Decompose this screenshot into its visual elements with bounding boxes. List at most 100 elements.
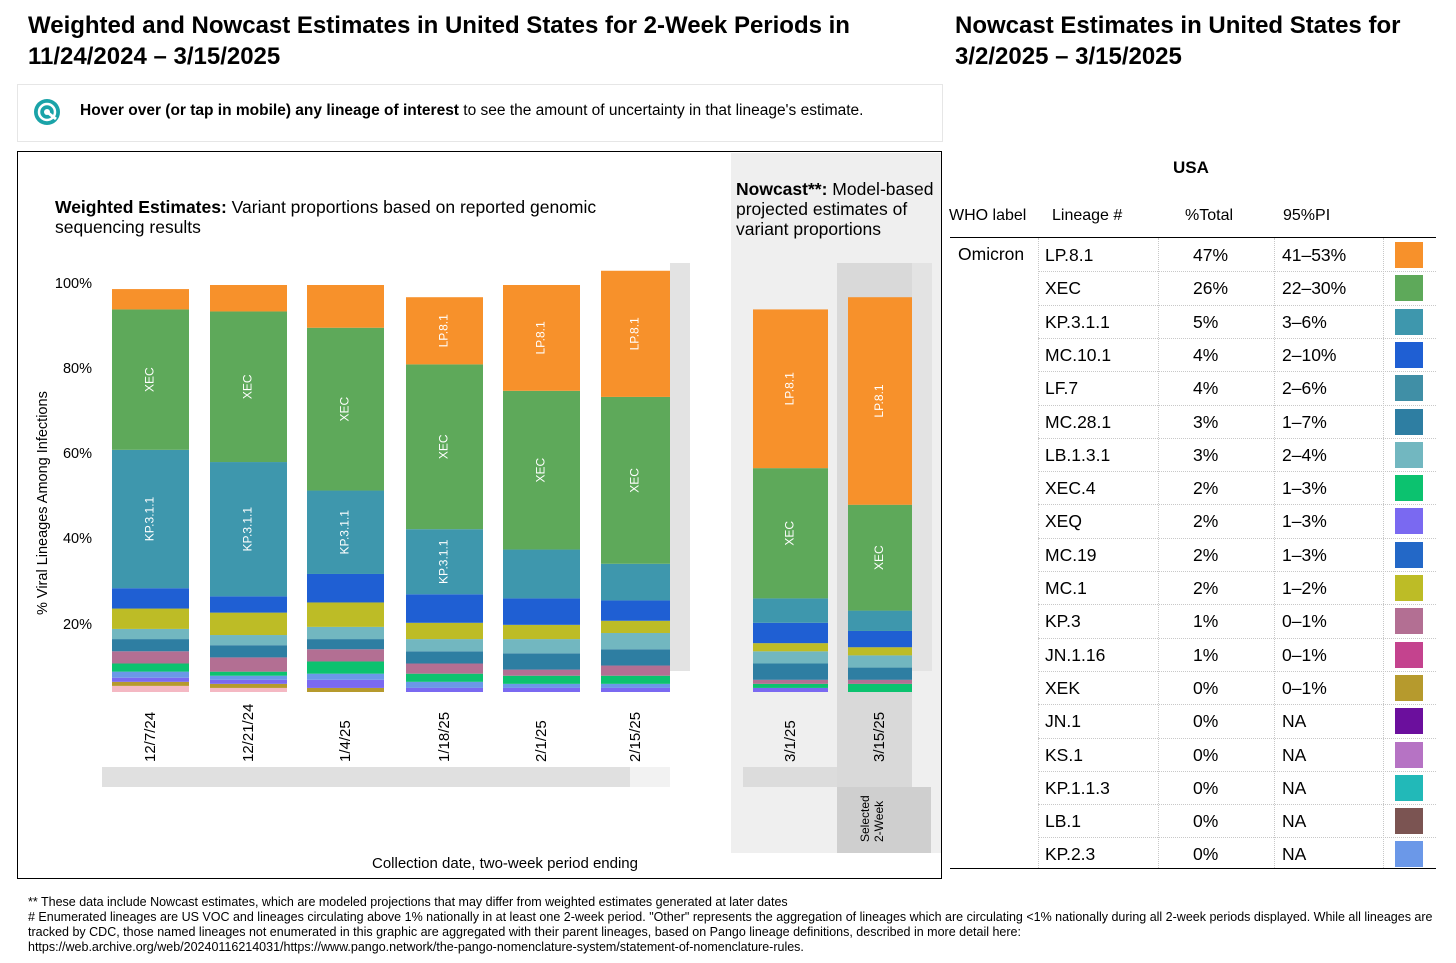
bar-segment-xec-4[interactable]	[406, 673, 483, 682]
bar-segment-xeq[interactable]	[406, 687, 483, 692]
bar-segment-kp-2-3[interactable]	[112, 671, 189, 678]
lineage-color-swatch[interactable]	[1395, 275, 1423, 302]
nowcast-scroll-track[interactable]	[912, 263, 932, 671]
bar-segment-lb-1-3-1[interactable]	[210, 635, 287, 646]
lineage-color-swatch[interactable]	[1395, 708, 1423, 735]
bar-segment-mc-28-1[interactable]	[753, 663, 828, 680]
bar-segment-lb-1-3-1[interactable]	[307, 626, 384, 640]
lineage-color-swatch[interactable]	[1395, 774, 1423, 801]
bar-segment-xeq[interactable]	[503, 687, 580, 692]
bar-segment-lp-8-1[interactable]	[503, 285, 580, 391]
bar-segment-mc-10-1[interactable]	[112, 588, 189, 609]
weighted-scroll-track[interactable]	[670, 263, 690, 671]
lineage-color-swatch[interactable]	[1395, 242, 1423, 268]
bar-segment-mc-10-1[interactable]	[210, 596, 287, 613]
bar-segment-kp-3-1-1[interactable]	[601, 563, 670, 601]
bar-segment-kp-3-1-1[interactable]	[503, 549, 580, 599]
bar-segment-mc-1[interactable]	[406, 622, 483, 640]
bar-segment-lp-8-1[interactable]	[601, 270, 670, 397]
bar-segment-lp-8-1[interactable]	[307, 285, 384, 328]
bar-segment-xek[interactable]	[210, 683, 287, 688]
bar-segment-xeq[interactable]	[307, 679, 384, 688]
lineage-color-swatch[interactable]	[1395, 674, 1423, 701]
lineage-color-swatch[interactable]	[1395, 441, 1423, 468]
lineage-color-swatch[interactable]	[1395, 741, 1423, 768]
bar-segment-xec[interactable]	[307, 327, 384, 491]
bar-segment-lp-8-1[interactable]	[112, 289, 189, 310]
lineage-color-swatch[interactable]	[1395, 308, 1423, 335]
bar-segment-mc-28-1[interactable]	[112, 639, 189, 652]
bar-segment-xec-4[interactable]	[848, 683, 912, 692]
lineage-color-swatch[interactable]	[1395, 541, 1423, 568]
bar-segment-kp-3-1-1[interactable]	[210, 462, 287, 597]
lineage-color-swatch[interactable]	[1395, 641, 1423, 668]
bar-segment-kp-3-1-1[interactable]	[307, 490, 384, 574]
bar-segment-xec-4[interactable]	[503, 675, 580, 684]
bar-segment-mc-28-1[interactable]	[503, 653, 580, 670]
bar-segment-mc-1[interactable]	[307, 602, 384, 627]
bar-segment-lb-1-3-1[interactable]	[601, 632, 670, 650]
bar-segment-kp-3[interactable]	[112, 651, 189, 664]
bar-segment-mc-28-1[interactable]	[848, 667, 912, 680]
bar-segment-xec[interactable]	[753, 468, 828, 599]
bar-segment-lp-8-1[interactable]	[848, 297, 912, 505]
bar-segment-xeq[interactable]	[753, 687, 828, 692]
bar-segment-xec-4[interactable]	[307, 661, 384, 674]
bar-segment-kp-3-1-1[interactable]	[753, 598, 828, 623]
lineage-color-swatch[interactable]	[1395, 408, 1423, 435]
bar-segment-xec-4[interactable]	[753, 683, 828, 688]
bar-segment-mc-10-1[interactable]	[601, 600, 670, 621]
bar-segment-lb-1-3-1[interactable]	[406, 639, 483, 652]
bar-segment-xeq[interactable]	[601, 687, 670, 692]
bar-segment-lp-8-1[interactable]	[406, 297, 483, 365]
bar-segment-mc-10-1[interactable]	[406, 594, 483, 623]
bar-segment-kp-3[interactable]	[503, 669, 580, 676]
lineage-color-swatch[interactable]	[1395, 375, 1423, 402]
bar-segment-kp-3-1-1[interactable]	[112, 449, 189, 589]
bar-segment-kp-3[interactable]	[753, 679, 828, 684]
bar-segment-xek[interactable]	[112, 681, 189, 686]
bar-segment-mc-1[interactable]	[601, 620, 670, 633]
bar-segment-kp-3[interactable]	[848, 679, 912, 684]
bar-segment-kp-2-3[interactable]	[406, 681, 483, 688]
bar-segment-lp-8-1[interactable]	[210, 285, 287, 312]
bar-segment-xec[interactable]	[210, 311, 287, 463]
bar-segment-lb-1-3-1[interactable]	[112, 628, 189, 640]
bar-segment-xeq[interactable]	[210, 679, 287, 684]
bar-segment-xec-4[interactable]	[210, 671, 287, 676]
bar-segment-kp-3-1-1[interactable]	[406, 529, 483, 595]
bar-segment-mc-1[interactable]	[210, 612, 287, 636]
bar-segment-xek[interactable]	[307, 687, 384, 692]
bar-segment-kp-3[interactable]	[210, 657, 287, 672]
bar-segment-xec[interactable]	[601, 396, 670, 564]
bar-segment-mc-10-1[interactable]	[753, 622, 828, 644]
lineage-color-swatch[interactable]	[1395, 475, 1423, 502]
bar-segment-lb-1-3-1[interactable]	[753, 651, 828, 664]
lineage-color-swatch[interactable]	[1395, 575, 1423, 601]
bar-segment-kp-2-3[interactable]	[307, 673, 384, 680]
lineage-color-swatch[interactable]	[1395, 841, 1423, 868]
bar-segment-kp-3[interactable]	[307, 649, 384, 662]
bar-segment-mc-10-1[interactable]	[307, 573, 384, 603]
bar-segment-mc-1[interactable]	[112, 608, 189, 629]
bar-segment-lb-1-3-1[interactable]	[503, 639, 580, 654]
bar-segment-mc-10-1[interactable]	[848, 630, 912, 648]
bar-segment-kp-3[interactable]	[601, 665, 670, 676]
bar-segment-lb-1-3-1[interactable]	[848, 655, 912, 668]
bar-segment-kp-3[interactable]	[406, 663, 483, 674]
bar-segment-mc-1[interactable]	[503, 624, 580, 640]
bar-segment-mc-28-1[interactable]	[307, 639, 384, 650]
bar-segment-xec-4[interactable]	[601, 675, 670, 684]
selected-label-box[interactable]	[837, 787, 931, 853]
bar-segment-xec[interactable]	[112, 309, 189, 450]
weighted-h-scrollbar[interactable]	[102, 767, 630, 787]
lineage-color-swatch[interactable]	[1395, 608, 1423, 635]
bar-segment-xec[interactable]	[848, 504, 912, 611]
bar-segment-lp-8-1[interactable]	[753, 309, 828, 469]
bar-segment-xeq[interactable]	[112, 677, 189, 682]
bar-segment-mc-1[interactable]	[848, 647, 912, 656]
lineage-color-swatch[interactable]	[1395, 341, 1423, 368]
bar-segment-other[interactable]	[210, 687, 287, 692]
bar-segment-kp-2-3[interactable]	[601, 683, 670, 688]
bar-segment-kp-2-3[interactable]	[210, 675, 287, 680]
